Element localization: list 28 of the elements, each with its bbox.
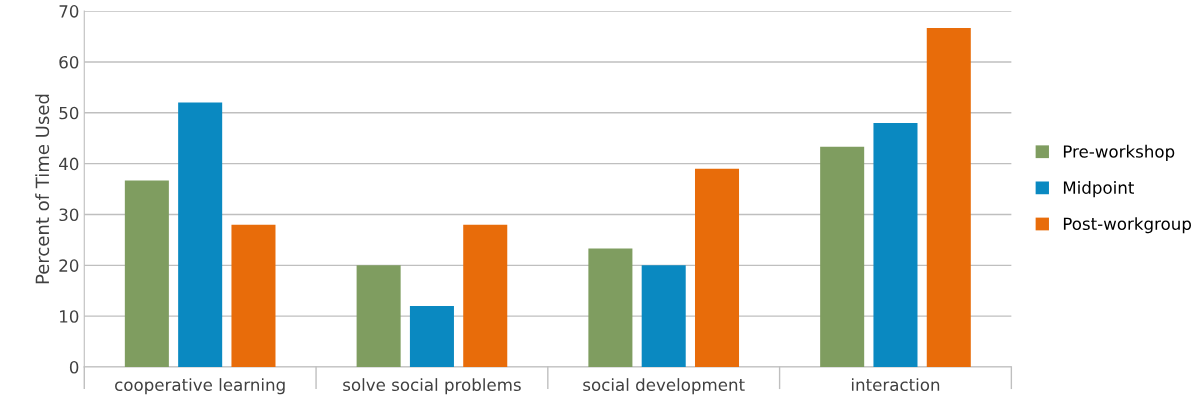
bar [926,27,971,368]
legend-label: Post-workgroup [1063,217,1191,234]
y-tick-label: 10 [60,310,79,323]
bar [409,306,454,368]
bar [694,168,740,368]
x-tick-label: social development [583,378,745,395]
y-tick-label: 30 [59,208,79,222]
legend-label: Pre-workshop [1063,144,1175,161]
bar [356,265,401,368]
y-tick-label: 20 [59,259,79,272]
y-tick-label: 70 [59,5,79,18]
bar [463,224,508,368]
bar [820,146,865,368]
bar [873,122,918,368]
legend-label: Midpoint [1063,180,1134,198]
x-tick-label: interaction [851,378,940,392]
bar [588,248,633,368]
bar [231,224,276,368]
y-tick-label: 50 [59,106,79,120]
bar [641,265,686,368]
y-axis-title: Percent of Time Used [35,94,50,284]
y-tick-label: 0 [69,360,79,374]
x-tick-label: cooperative learning [115,378,285,395]
y-tick-label: 40 [59,157,79,171]
y-tick-label: 60 [59,55,79,69]
bar [124,180,169,368]
bar [178,102,223,368]
x-tick-label: solve social problems [343,378,521,395]
